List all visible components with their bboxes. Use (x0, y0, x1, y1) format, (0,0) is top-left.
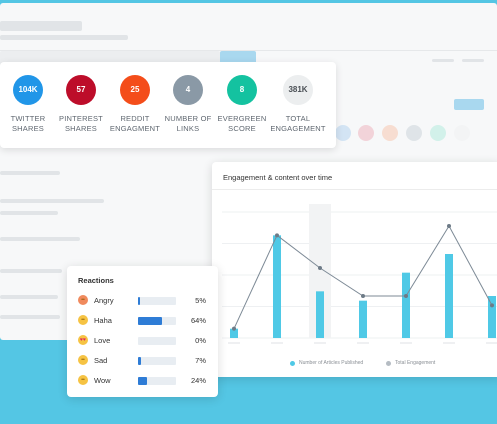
background-nav-placeholder (432, 59, 454, 62)
reaction-row-wow: •• Wow 24% (78, 373, 208, 387)
love-icon: ♥♥ (78, 335, 88, 345)
chart-bar (359, 300, 367, 338)
chart-bar (445, 254, 453, 338)
reaction-percent: 7% (195, 356, 206, 365)
stat-evergreen-score[interactable]: 8 EVERGREEN SCORE (212, 75, 272, 134)
stat-label: EVERGREEN SCORE (217, 114, 267, 133)
chart-engagement-point (232, 326, 236, 331)
background-faded-circle (358, 125, 374, 141)
legend-item-engagement: Total Engagement (386, 360, 435, 366)
reaction-row-love: ♥♥ Love 0% (78, 333, 208, 347)
reactions-title: Reactions (78, 276, 114, 285)
background-nav-placeholder-2 (462, 59, 484, 62)
reaction-bar-track (138, 297, 176, 305)
sad-icon: •• (78, 355, 88, 365)
chart-bar (488, 296, 496, 338)
background-title-placeholder (0, 21, 82, 31)
chart-divider (212, 189, 497, 190)
stat-value-badge: 381K (283, 75, 313, 105)
background-text-line (0, 269, 62, 273)
reaction-bar-track (138, 377, 176, 385)
reaction-label: Love (94, 336, 111, 345)
engagement-chart-card: Engagement & content over time Number of… (212, 162, 497, 377)
reaction-bar-fill (138, 297, 140, 305)
stat-value-badge: 8 (227, 75, 257, 105)
reaction-row-sad: •• Sad 7% (78, 353, 208, 367)
haha-icon: •• (78, 315, 88, 325)
reactions-card: Reactions •• Angry 5% •• Haha 64% ♥♥ Lov… (67, 266, 218, 397)
background-text-line (0, 315, 60, 319)
reaction-bar-track (138, 357, 176, 365)
stat-pinterest-shares[interactable]: 57 PINTEREST SHARES (51, 75, 111, 134)
chart-bar (316, 291, 324, 338)
chart-highlight-band (309, 204, 331, 338)
chart-engagement-point (490, 303, 494, 308)
stat-value-badge: 25 (120, 75, 150, 105)
reaction-percent: 24% (190, 376, 206, 385)
stat-number-of-links[interactable]: 4 NUMBER OF LINKS (158, 75, 218, 134)
reaction-percent: 5% (195, 296, 206, 305)
background-faded-circle (430, 125, 446, 141)
reaction-bar-track (138, 317, 176, 325)
reaction-row-angry: •• Angry 5% (78, 293, 208, 307)
reaction-bar-fill (138, 377, 148, 385)
stat-label: TOTAL ENGAGEMENT (270, 114, 326, 133)
stat-label: PINTEREST SHARES (59, 114, 103, 133)
background-text-line (0, 171, 60, 175)
stat-label: TWITTER SHARES (10, 114, 46, 133)
background-faded-circle (382, 125, 398, 141)
chart-bar (273, 235, 281, 338)
reaction-percent: 0% (195, 336, 206, 345)
share-stats-card: 104K TWITTER SHARES 57 PINTEREST SHARES 25… (0, 62, 336, 148)
background-text-line (0, 237, 80, 241)
reaction-label: Haha (94, 316, 112, 325)
background-text-line (0, 199, 104, 203)
stat-label: NUMBER OF LINKS (164, 114, 212, 133)
reaction-bar-fill (138, 317, 163, 325)
legend-swatch (386, 360, 391, 366)
chart-engagement-point (275, 233, 279, 238)
chart-bar (402, 272, 410, 338)
stat-label: REDDIT ENGAGMENT (109, 114, 161, 133)
stat-value-badge: 104K (13, 75, 43, 105)
reaction-label: Sad (94, 356, 108, 365)
engagement-chart (222, 204, 497, 344)
reaction-label: Wow (94, 376, 111, 385)
background-faded-circle (454, 125, 470, 141)
reaction-row-haha: •• Haha 64% (78, 313, 208, 327)
chart-bar (230, 328, 238, 338)
stat-reddit-engagement[interactable]: 25 REDDIT ENGAGMENT (105, 75, 165, 134)
chart-engagement-point (404, 294, 408, 298)
reaction-label: Angry (94, 296, 114, 305)
background-text-line (0, 211, 58, 215)
legend-item-articles: Number of Articles Published (290, 360, 363, 366)
background-header (0, 3, 497, 51)
legend-label: Number of Articles Published (299, 360, 364, 366)
stat-twitter-shares[interactable]: 104K TWITTER SHARES (0, 75, 58, 134)
stat-value-badge: 57 (66, 75, 96, 105)
chart-engagement-point (318, 266, 322, 270)
chart-engagement-point (361, 294, 365, 298)
reaction-percent: 64% (190, 316, 206, 325)
background-action-button (454, 99, 484, 110)
reaction-bar-fill (138, 357, 141, 365)
background-text-line (0, 295, 58, 299)
reaction-bar-track (138, 337, 176, 345)
wow-icon: •• (78, 375, 88, 385)
chart-title: Engagement & content over time (223, 173, 333, 182)
background-faded-circle (406, 125, 422, 141)
background-faded-circle (335, 125, 351, 141)
stat-value-badge: 4 (173, 75, 203, 105)
stat-total-engagement[interactable]: 381K TOTAL ENGAGEMENT (268, 75, 328, 134)
chart-engagement-point (447, 224, 451, 228)
angry-icon: •• (78, 295, 88, 305)
background-subtitle-placeholder (0, 35, 128, 40)
legend-label: Total Engagement (395, 360, 436, 366)
legend-swatch (290, 360, 295, 366)
